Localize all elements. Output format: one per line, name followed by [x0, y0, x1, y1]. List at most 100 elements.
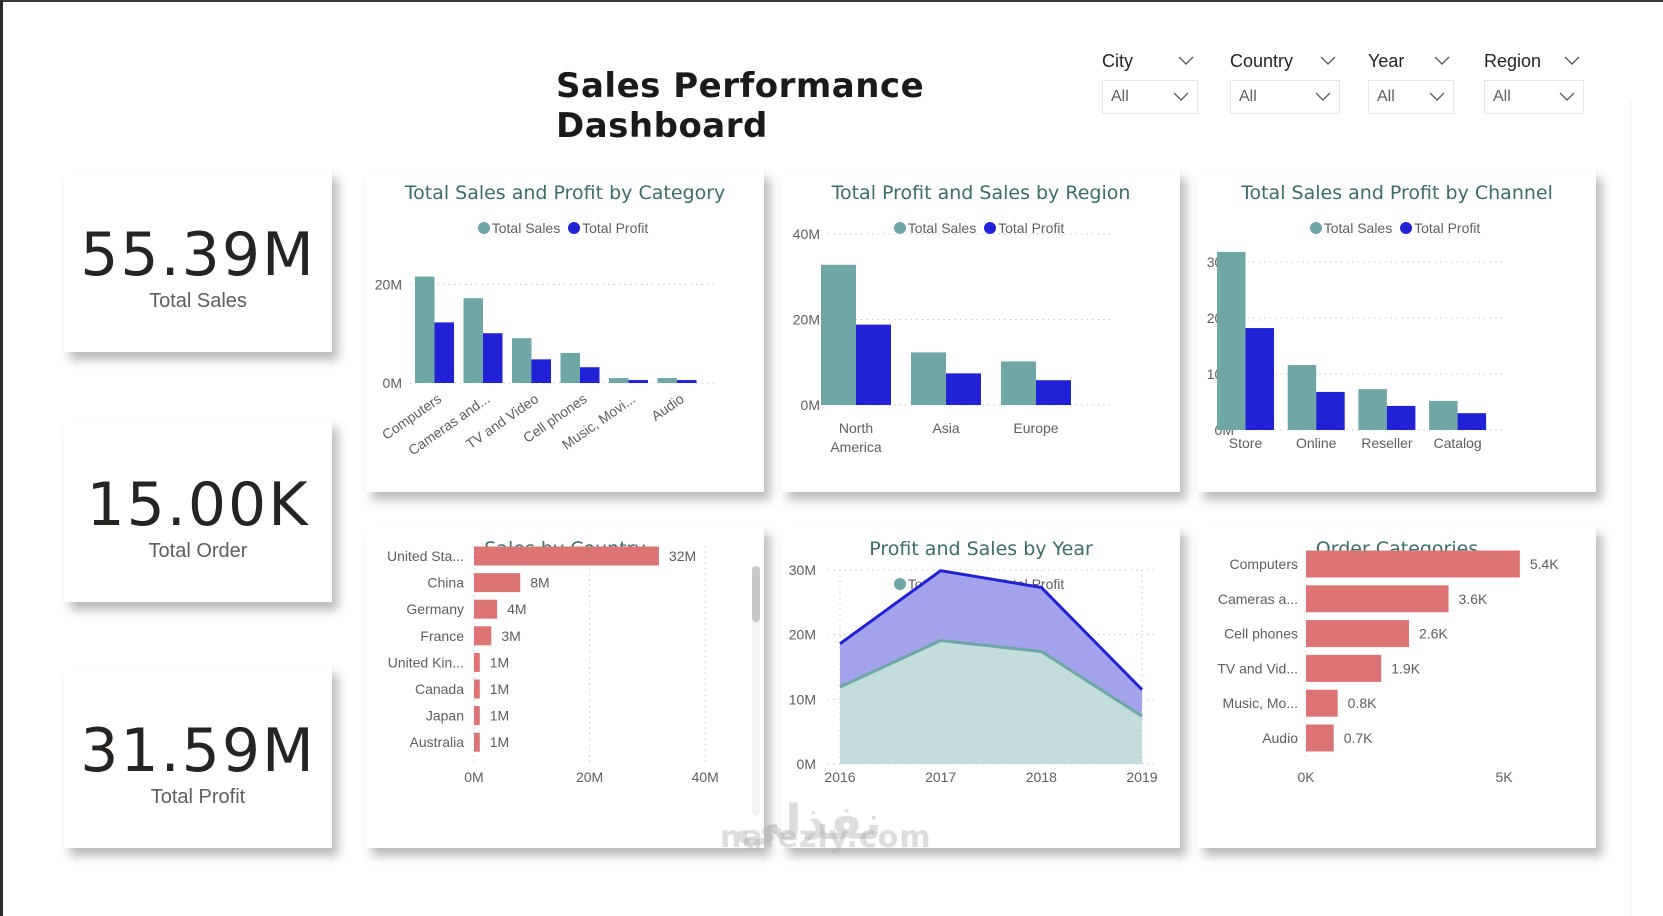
legend-item-profit[interactable]: Total Profit	[984, 220, 1064, 236]
legend-label: Total Sales	[491, 220, 561, 236]
data-label: 1M	[490, 654, 509, 670]
bar	[474, 573, 521, 593]
chart-legend: Total Sales Total Profit	[782, 220, 1180, 236]
legend-item-sales[interactable]: Total Sales	[477, 220, 561, 236]
bar-total-sales	[1358, 389, 1387, 430]
kpi-value: 55.39M	[80, 220, 316, 290]
legend-dot-icon	[984, 222, 997, 234]
slicer-year-value: All	[1377, 88, 1395, 105]
chart-legend: Total Sales Total Profit	[366, 220, 764, 236]
bar-total-sales	[1287, 365, 1317, 430]
category-label: Japan	[426, 708, 464, 724]
kpi-card-total-order[interactable]: 15.00K Total Order	[64, 420, 332, 602]
legend-dot-icon	[477, 222, 490, 234]
channel-bar-chart: 0M10M20M30MStoreOnlineResellerCatalog	[1207, 251, 1506, 451]
bar	[1306, 654, 1382, 682]
slicer-region-label: Region	[1484, 50, 1542, 71]
kpi-value: 15.00K	[86, 470, 310, 540]
page-title: Sales Performance Dashboard	[556, 66, 925, 146]
x-tick-label: Store	[1229, 435, 1263, 451]
slicer-region-value: All	[1493, 88, 1511, 105]
y-tick-label: 0M	[383, 375, 402, 391]
data-label: 1M	[490, 681, 509, 697]
scrollbar-thumb[interactable]	[752, 566, 760, 622]
chevron-down-icon[interactable]	[1320, 56, 1336, 66]
chevron-down-icon	[1429, 92, 1445, 101]
slicer-country-label: Country	[1230, 50, 1294, 71]
chevron-down-icon[interactable]	[1564, 56, 1580, 66]
y-tick-label: 40M	[793, 226, 820, 242]
scrollbar[interactable]	[752, 566, 760, 816]
category-label: TV and Vid...	[1217, 660, 1298, 676]
chart-order-categories[interactable]: Order Categories 0K 5K Computers 5.4K Camera…	[1198, 526, 1596, 848]
slicer-country[interactable]: Country All	[1230, 48, 1340, 114]
chart-profit-sales-by-region[interactable]: Total Profit and Sales by Region Total S…	[782, 170, 1180, 492]
category-label: France	[420, 628, 464, 644]
data-label: 0.7K	[1344, 730, 1373, 746]
kpi-card-total-sales[interactable]: 55.39M Total Sales	[64, 170, 332, 352]
chart-title: Total Profit and Sales by Region	[831, 182, 1131, 204]
chart-profit-sales-by-year[interactable]: Profit and Sales by Year Total Sales Tot…	[782, 526, 1180, 848]
kpi-label: Total Profit	[150, 786, 246, 808]
bar-total-sales	[911, 352, 946, 405]
x-tick-label: 40M	[692, 769, 719, 785]
legend-label: Total Profit	[998, 220, 1065, 236]
slicer-year-dropdown[interactable]: All	[1368, 80, 1454, 114]
y-tick-label: 30M	[789, 562, 816, 578]
x-tick-label: Online	[1296, 435, 1337, 451]
chart-legend: Total Sales Total Profit	[1198, 220, 1596, 236]
bar	[474, 546, 659, 566]
orders-bar-chart: 0K 5K Computers 5.4K Cameras a... 3.6K Cell ph…	[1217, 546, 1559, 785]
y-tick-label: 20M	[375, 276, 402, 292]
bar-total-profit	[1316, 391, 1345, 430]
category-label: Germany	[406, 601, 464, 617]
x-tick-label: 0K	[1297, 769, 1315, 785]
x-tick-label: Cameras and...	[405, 390, 493, 458]
legend-dot-icon	[893, 578, 906, 590]
category-label: Canada	[415, 681, 464, 697]
chart-title: Total Sales and Profit by Channel	[1241, 182, 1553, 204]
data-label: 8M	[530, 575, 549, 591]
legend-item-profit[interactable]: Total Profit	[1400, 220, 1480, 236]
data-label: 0.8K	[1348, 695, 1377, 711]
bar	[1306, 585, 1449, 613]
year-area-chart: 0M 10M 20M 30M 2016 2017 2018 2019	[789, 562, 1158, 785]
legend-item-sales[interactable]: Total Sales	[1309, 220, 1392, 236]
bar	[1306, 724, 1334, 752]
x-tick-label: Audio	[648, 390, 687, 424]
data-label: 2.6K	[1419, 626, 1448, 642]
legend-dot-icon	[1400, 222, 1413, 234]
slicer-region-dropdown[interactable]: All	[1484, 80, 1584, 114]
legend-item-sales[interactable]: Total Sales	[893, 220, 976, 236]
bar-total-sales	[1217, 251, 1246, 430]
kpi-label: Total Sales	[149, 290, 247, 312]
chevron-down-icon[interactable]	[1434, 56, 1450, 66]
bar-total-sales	[1429, 400, 1458, 430]
chart-title: Total Sales and Profit by Category	[404, 182, 726, 204]
chevron-down-icon[interactable]	[1178, 56, 1194, 66]
area-total-profit	[840, 570, 1142, 717]
slicer-country-dropdown[interactable]: All	[1230, 80, 1340, 114]
chart-sales-profit-by-channel[interactable]: Total Sales and Profit by Channel Total …	[1198, 170, 1596, 492]
slicer-year-label: Year	[1368, 50, 1405, 71]
chart-title: Profit and Sales by Year	[869, 538, 1093, 560]
legend-item-profit[interactable]: Total Profit	[568, 220, 648, 236]
data-label: 1.9K	[1391, 660, 1420, 676]
chart-sales-profit-by-category[interactable]: Total Sales and Profit by Category Total…	[366, 170, 764, 492]
kpi-card-total-profit[interactable]: 31.59M Total Profit	[64, 666, 332, 848]
bar-total-profit	[483, 333, 503, 383]
legend-dot-icon	[893, 222, 906, 234]
x-tick-label: 2017	[925, 769, 956, 785]
canvas-edge	[1630, 100, 1631, 916]
slicer-city-value: All	[1111, 88, 1129, 105]
region-bar-chart: 0M 20M 40M North America Asia Europe	[793, 226, 1112, 455]
data-label: 1M	[490, 734, 509, 750]
bar-total-profit	[628, 380, 648, 383]
slicer-city[interactable]: City All	[1102, 48, 1198, 114]
slicer-year[interactable]: Year All	[1368, 48, 1454, 114]
slicer-region[interactable]: Region All	[1484, 48, 1584, 114]
slicer-city-dropdown[interactable]: All	[1102, 80, 1198, 114]
area-total-sales	[840, 640, 1142, 764]
category-label: Computers	[1230, 556, 1298, 572]
